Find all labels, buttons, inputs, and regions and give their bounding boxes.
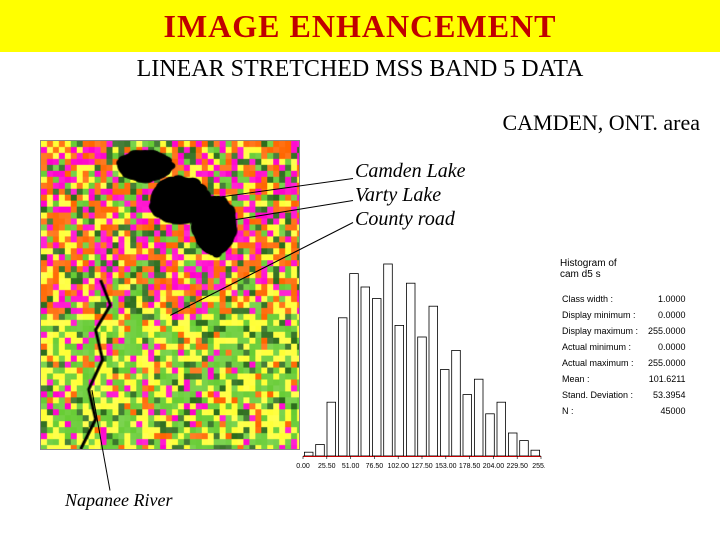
svg-text:178.50: 178.50 bbox=[459, 463, 481, 470]
stats-row: Class width :1.0000 bbox=[562, 292, 686, 306]
stats-row: Actual minimum :0.0000 bbox=[562, 340, 686, 354]
svg-text:76.50: 76.50 bbox=[366, 463, 384, 470]
stats-value: 255.0000 bbox=[648, 356, 686, 370]
svg-text:0.00: 0.00 bbox=[296, 463, 310, 470]
svg-text:127.50: 127.50 bbox=[411, 463, 433, 470]
svg-text:229.50: 229.50 bbox=[506, 463, 528, 470]
stats-label: Stand. Deviation : bbox=[562, 388, 646, 402]
stats-label: Class width : bbox=[562, 292, 646, 306]
stats-row: Mean :101.6211 bbox=[562, 372, 686, 386]
svg-text:25.50: 25.50 bbox=[318, 463, 336, 470]
svg-text:51.00: 51.00 bbox=[342, 463, 360, 470]
annot-county-road: County road bbox=[355, 208, 455, 231]
svg-text:255.0: 255.0 bbox=[532, 463, 545, 470]
stats-row: Stand. Deviation :53.3954 bbox=[562, 388, 686, 402]
stats-value: 0.0000 bbox=[648, 340, 686, 354]
hist-title-b: cam d5 s bbox=[560, 269, 617, 280]
stats-row: Display maximum :255.0000 bbox=[562, 324, 686, 338]
stats-label: Display maximum : bbox=[562, 324, 646, 338]
stats-value: 101.6211 bbox=[648, 372, 686, 386]
satellite-image bbox=[40, 140, 300, 450]
svg-text:204.00: 204.00 bbox=[483, 463, 505, 470]
stats-label: Actual minimum : bbox=[562, 340, 646, 354]
histogram-title: Histogram of cam d5 s bbox=[560, 258, 617, 280]
histogram-chart: 0.00 25.50 51.00 76.50102.00127.50153.00178… bbox=[285, 260, 545, 480]
stats-value: 45000 bbox=[648, 404, 686, 418]
stats-value: 1.0000 bbox=[648, 292, 686, 306]
stats-row: N :45000 bbox=[562, 404, 686, 418]
stats-value: 53.3954 bbox=[648, 388, 686, 402]
svg-text:153.00: 153.00 bbox=[435, 463, 457, 470]
area-label: CAMDEN, ONT. area bbox=[502, 110, 700, 136]
stats-table: Class width :1.0000Display minimum :0.00… bbox=[560, 290, 688, 420]
subtitle: LINEAR STRETCHED MSS BAND 5 DATA bbox=[0, 56, 720, 83]
stats-label: Display minimum : bbox=[562, 308, 646, 322]
annot-varty-lake: Varty Lake bbox=[355, 184, 441, 207]
stats-label: Mean : bbox=[562, 372, 646, 386]
stats-value: 255.0000 bbox=[648, 324, 686, 338]
stats-row: Display minimum :0.0000 bbox=[562, 308, 686, 322]
annot-camden-lake: Camden Lake bbox=[355, 160, 466, 183]
stats-label: Actual maximum : bbox=[562, 356, 646, 370]
title-bar: IMAGE ENHANCEMENT bbox=[0, 0, 720, 52]
hist-title-a: Histogram of bbox=[560, 258, 617, 269]
svg-text:102.00: 102.00 bbox=[387, 463, 409, 470]
stats-label: N : bbox=[562, 404, 646, 418]
stats-row: Actual maximum :255.0000 bbox=[562, 356, 686, 370]
stats-value: 0.0000 bbox=[648, 308, 686, 322]
page-title: IMAGE ENHANCEMENT bbox=[163, 8, 556, 45]
annot-napanee-river: Napanee River bbox=[65, 490, 172, 511]
